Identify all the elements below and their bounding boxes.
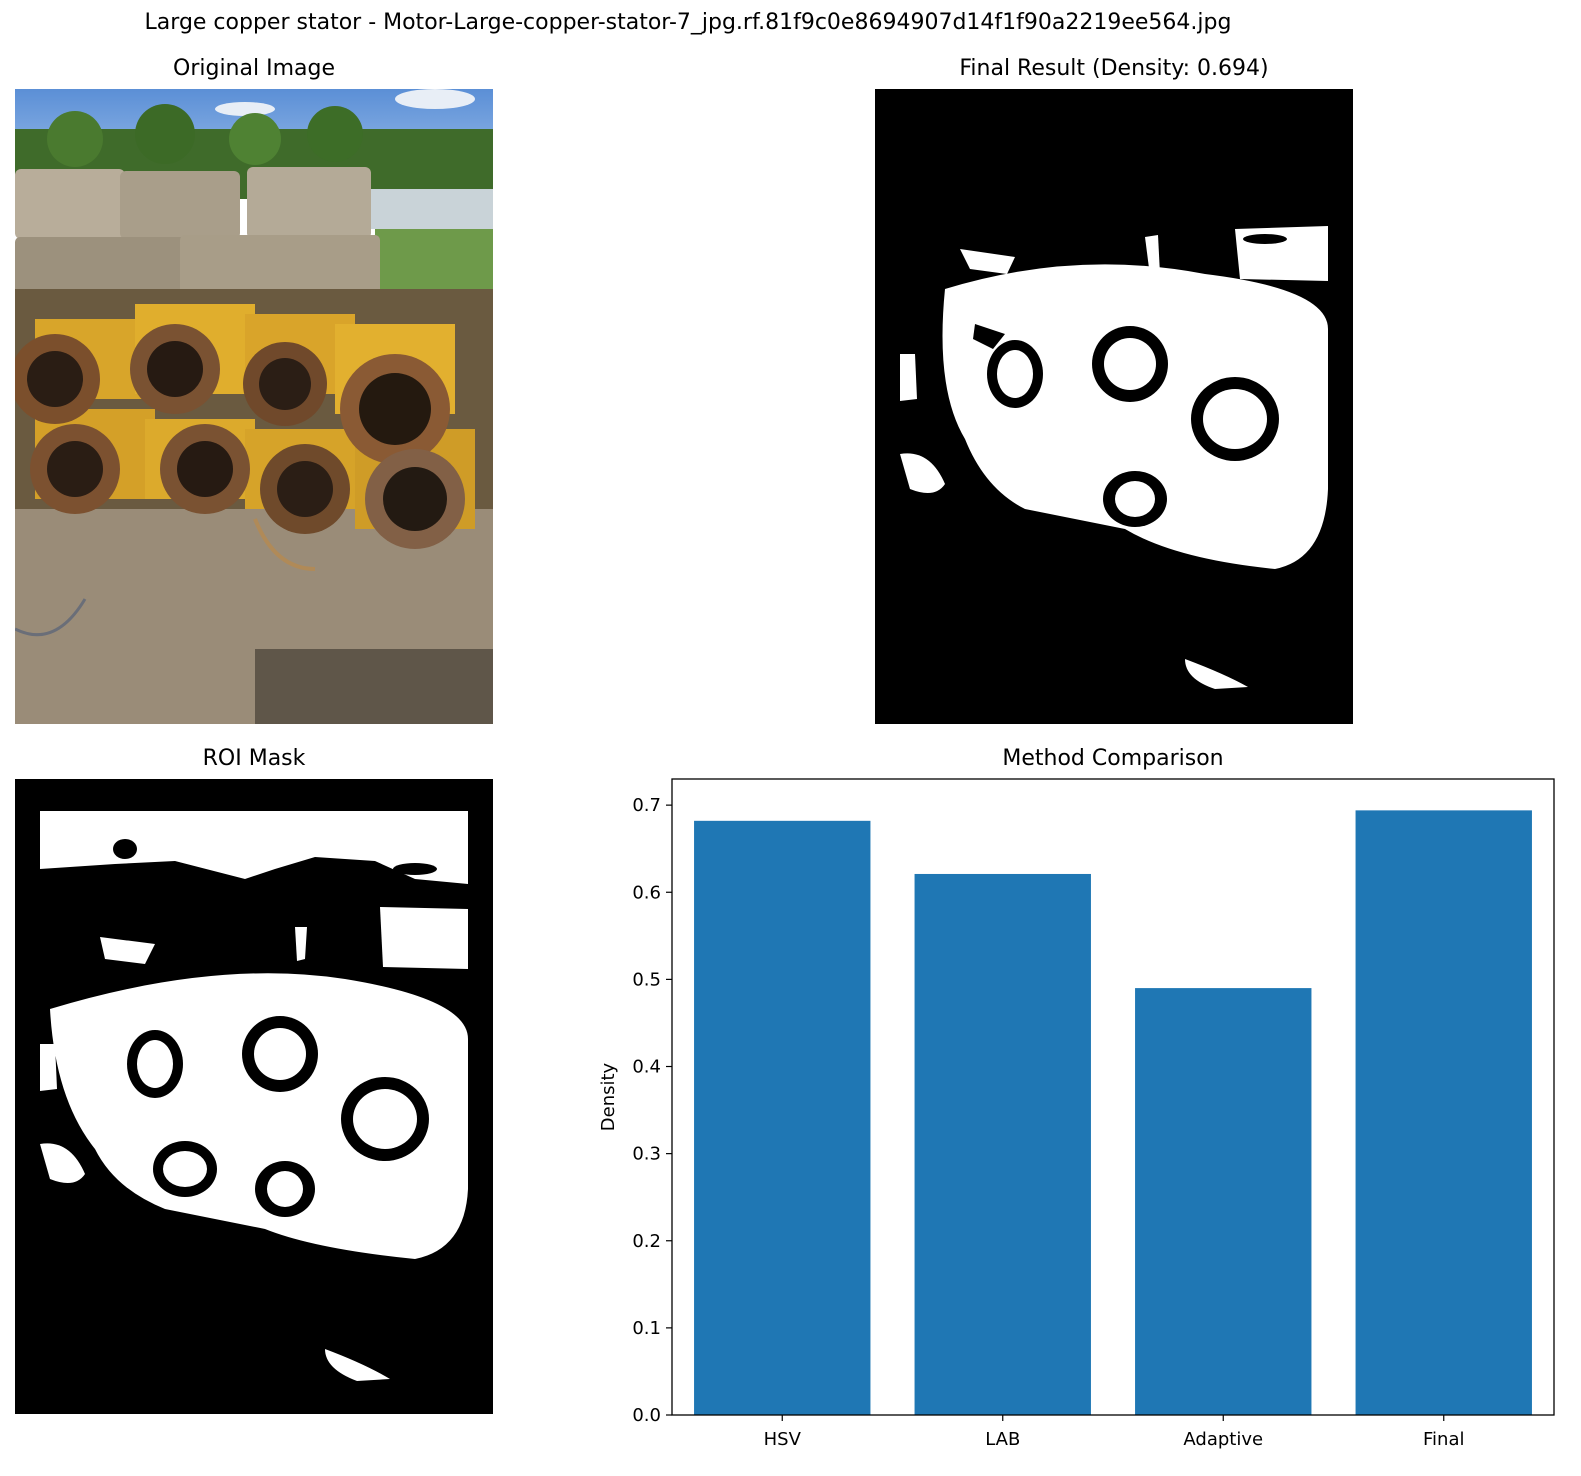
final-result-panel bbox=[875, 89, 1353, 724]
y-tick-label: 0.3 bbox=[632, 1144, 661, 1165]
x-tick-label: Final bbox=[1423, 1429, 1464, 1450]
y-tick-label: 0.5 bbox=[632, 969, 661, 990]
final-result-title: Final Result (Density: 0.694) bbox=[959, 56, 1269, 81]
y-axis-label: Density bbox=[598, 1062, 619, 1131]
y-tick-label: 0.2 bbox=[632, 1231, 661, 1252]
original-image-panel bbox=[15, 89, 493, 724]
y-tick-label: 0.7 bbox=[632, 795, 661, 816]
roi-mask-title: ROI Mask bbox=[202, 746, 306, 771]
x-tick-label: HSV bbox=[764, 1429, 802, 1450]
y-tick-label: 0.1 bbox=[632, 1318, 661, 1339]
figure-title: Large copper stator - Motor-Large-copper… bbox=[144, 10, 1232, 35]
roi-mask-panel bbox=[15, 779, 493, 1414]
bar-adaptive bbox=[1135, 988, 1312, 1415]
chart-title: Method Comparison bbox=[1002, 746, 1224, 771]
plot-frame bbox=[671, 778, 1555, 1416]
x-tick-label: LAB bbox=[985, 1429, 1020, 1450]
final-mask-image bbox=[875, 89, 1353, 724]
bar-lab bbox=[914, 873, 1091, 1415]
y-tick-label: 0.6 bbox=[632, 882, 661, 903]
bar-final bbox=[1355, 810, 1532, 1415]
stator-photo bbox=[15, 89, 493, 724]
roi-mask-image bbox=[15, 779, 493, 1414]
original-image-title: Original Image bbox=[173, 56, 335, 81]
x-tick-label: Adaptive bbox=[1183, 1429, 1263, 1450]
y-tick-label: 0.4 bbox=[632, 1057, 661, 1078]
y-tick-label: 0.0 bbox=[632, 1405, 661, 1426]
bar-hsv bbox=[694, 820, 871, 1415]
